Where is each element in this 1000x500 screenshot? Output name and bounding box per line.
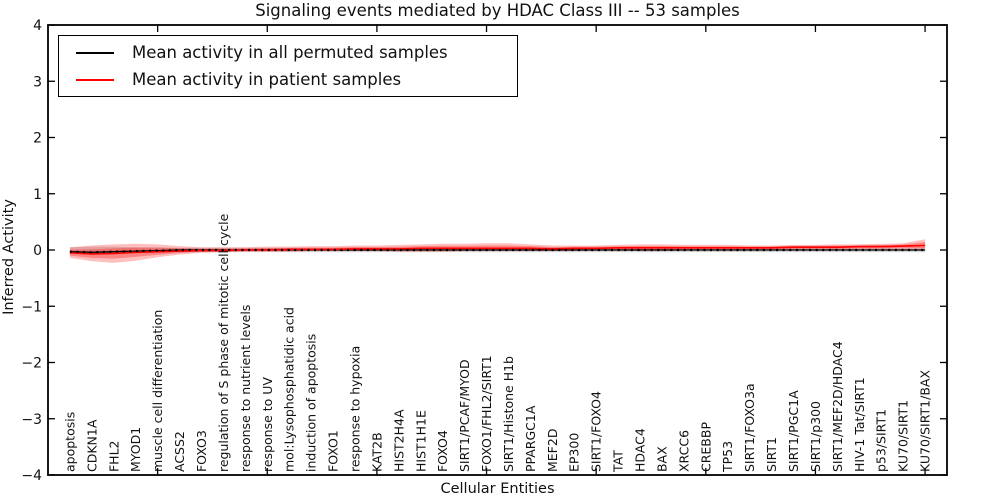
x-category-label: KU70/SIRT1 xyxy=(896,400,911,472)
x-category-label: muscle cell differentiation xyxy=(150,310,165,472)
x-category-label: FOXO1/FHL2/SIRT1 xyxy=(479,355,494,472)
x-category-label: CREBBP xyxy=(698,422,713,472)
x-category-label: SIRT1/MEF2D/HDAC4 xyxy=(830,341,845,472)
y-tick-label: −1 xyxy=(21,299,42,315)
x-category-label: regulation of S phase of mitotic cell cy… xyxy=(216,213,231,472)
legend-line-red-icon xyxy=(76,78,114,81)
x-category-label: SIRT1/PGC1A xyxy=(786,390,801,472)
x-category-label: KAT2B xyxy=(369,432,384,472)
x-category-label: KU70/SIRT1/BAX xyxy=(918,370,933,472)
legend-label-permuted: Mean activity in all permuted samples xyxy=(132,43,448,62)
y-tick-label: 2 xyxy=(33,131,42,147)
x-category-label: induction of apoptosis xyxy=(304,334,319,472)
x-category-label: response to UV xyxy=(260,377,275,472)
patient-std-band-outer xyxy=(69,239,926,263)
x-category-label: EP300 xyxy=(567,433,582,472)
x-category-label: TP53 xyxy=(720,441,735,473)
x-category-label: PPARGC1A xyxy=(523,405,538,472)
legend-entry-permuted: Mean activity in all permuted samples xyxy=(59,43,517,62)
x-category-label: MYOD1 xyxy=(128,427,143,472)
y-tick-label: −2 xyxy=(21,356,42,372)
x-category-label: CDKN1A xyxy=(84,419,99,472)
x-category-label: HIST2H4A xyxy=(391,409,406,472)
x-category-label: SIRT1/Histone H1b xyxy=(501,356,516,472)
y-tick-label: 1 xyxy=(33,187,42,203)
patient-std-band-inner xyxy=(69,242,926,259)
x-category-label: FHL2 xyxy=(106,440,121,472)
y-tick-label: −3 xyxy=(21,412,42,428)
x-category-label: FOXO3 xyxy=(194,430,209,472)
patient-mean-line xyxy=(69,244,926,255)
legend-label-patient: Mean activity in patient samples xyxy=(132,70,402,89)
legend: Mean activity in all permuted samples Me… xyxy=(58,35,518,97)
x-category-label: ACSS2 xyxy=(172,431,187,472)
x-category-label: SIRT1/FOXO4 xyxy=(589,391,604,472)
x-category-label: HDAC4 xyxy=(633,428,648,472)
x-category-label: SIRT1 xyxy=(764,437,779,472)
x-category-label: XRCC6 xyxy=(676,430,691,472)
legend-entry-patient: Mean activity in patient samples xyxy=(59,70,517,89)
y-tick-label: 3 xyxy=(33,74,42,90)
x-category-label: FOXO1 xyxy=(326,430,341,472)
y-tick-label: 0 xyxy=(33,243,42,259)
x-category-label: SIRT1/FOXO3a xyxy=(742,383,757,472)
x-category-label: BAX xyxy=(654,446,669,472)
x-category-label: MEF2D xyxy=(545,429,560,472)
x-category-label: p53/SIRT1 xyxy=(874,409,889,472)
x-category-label: apoptosis xyxy=(62,412,77,472)
y-tick-label: −4 xyxy=(21,468,42,484)
y-tick-label: 4 xyxy=(33,18,42,34)
x-category-label: response to hypoxia xyxy=(347,346,362,472)
chart-title: Signaling events mediated by HDAC Class … xyxy=(255,1,740,20)
x-category-label: FOXO4 xyxy=(435,430,450,472)
y-axis-label: Inferred Activity xyxy=(1,199,17,315)
x-category-label: mol:Lysophosphatidic acid xyxy=(282,307,297,472)
x-category-label: response to nutrient levels xyxy=(238,305,253,472)
x-category-label: TAT xyxy=(611,450,626,473)
x-category-label: HIST1H1E xyxy=(413,410,428,472)
x-category-label: SIRT1/p300 xyxy=(808,401,823,472)
x-category-label: HIV-1 Tat/SIRT1 xyxy=(852,377,867,472)
x-axis-label: Cellular Entities xyxy=(440,481,555,497)
legend-line-black-icon xyxy=(76,51,114,54)
x-category-label: SIRT1/PCAF/MYOD xyxy=(457,359,472,472)
